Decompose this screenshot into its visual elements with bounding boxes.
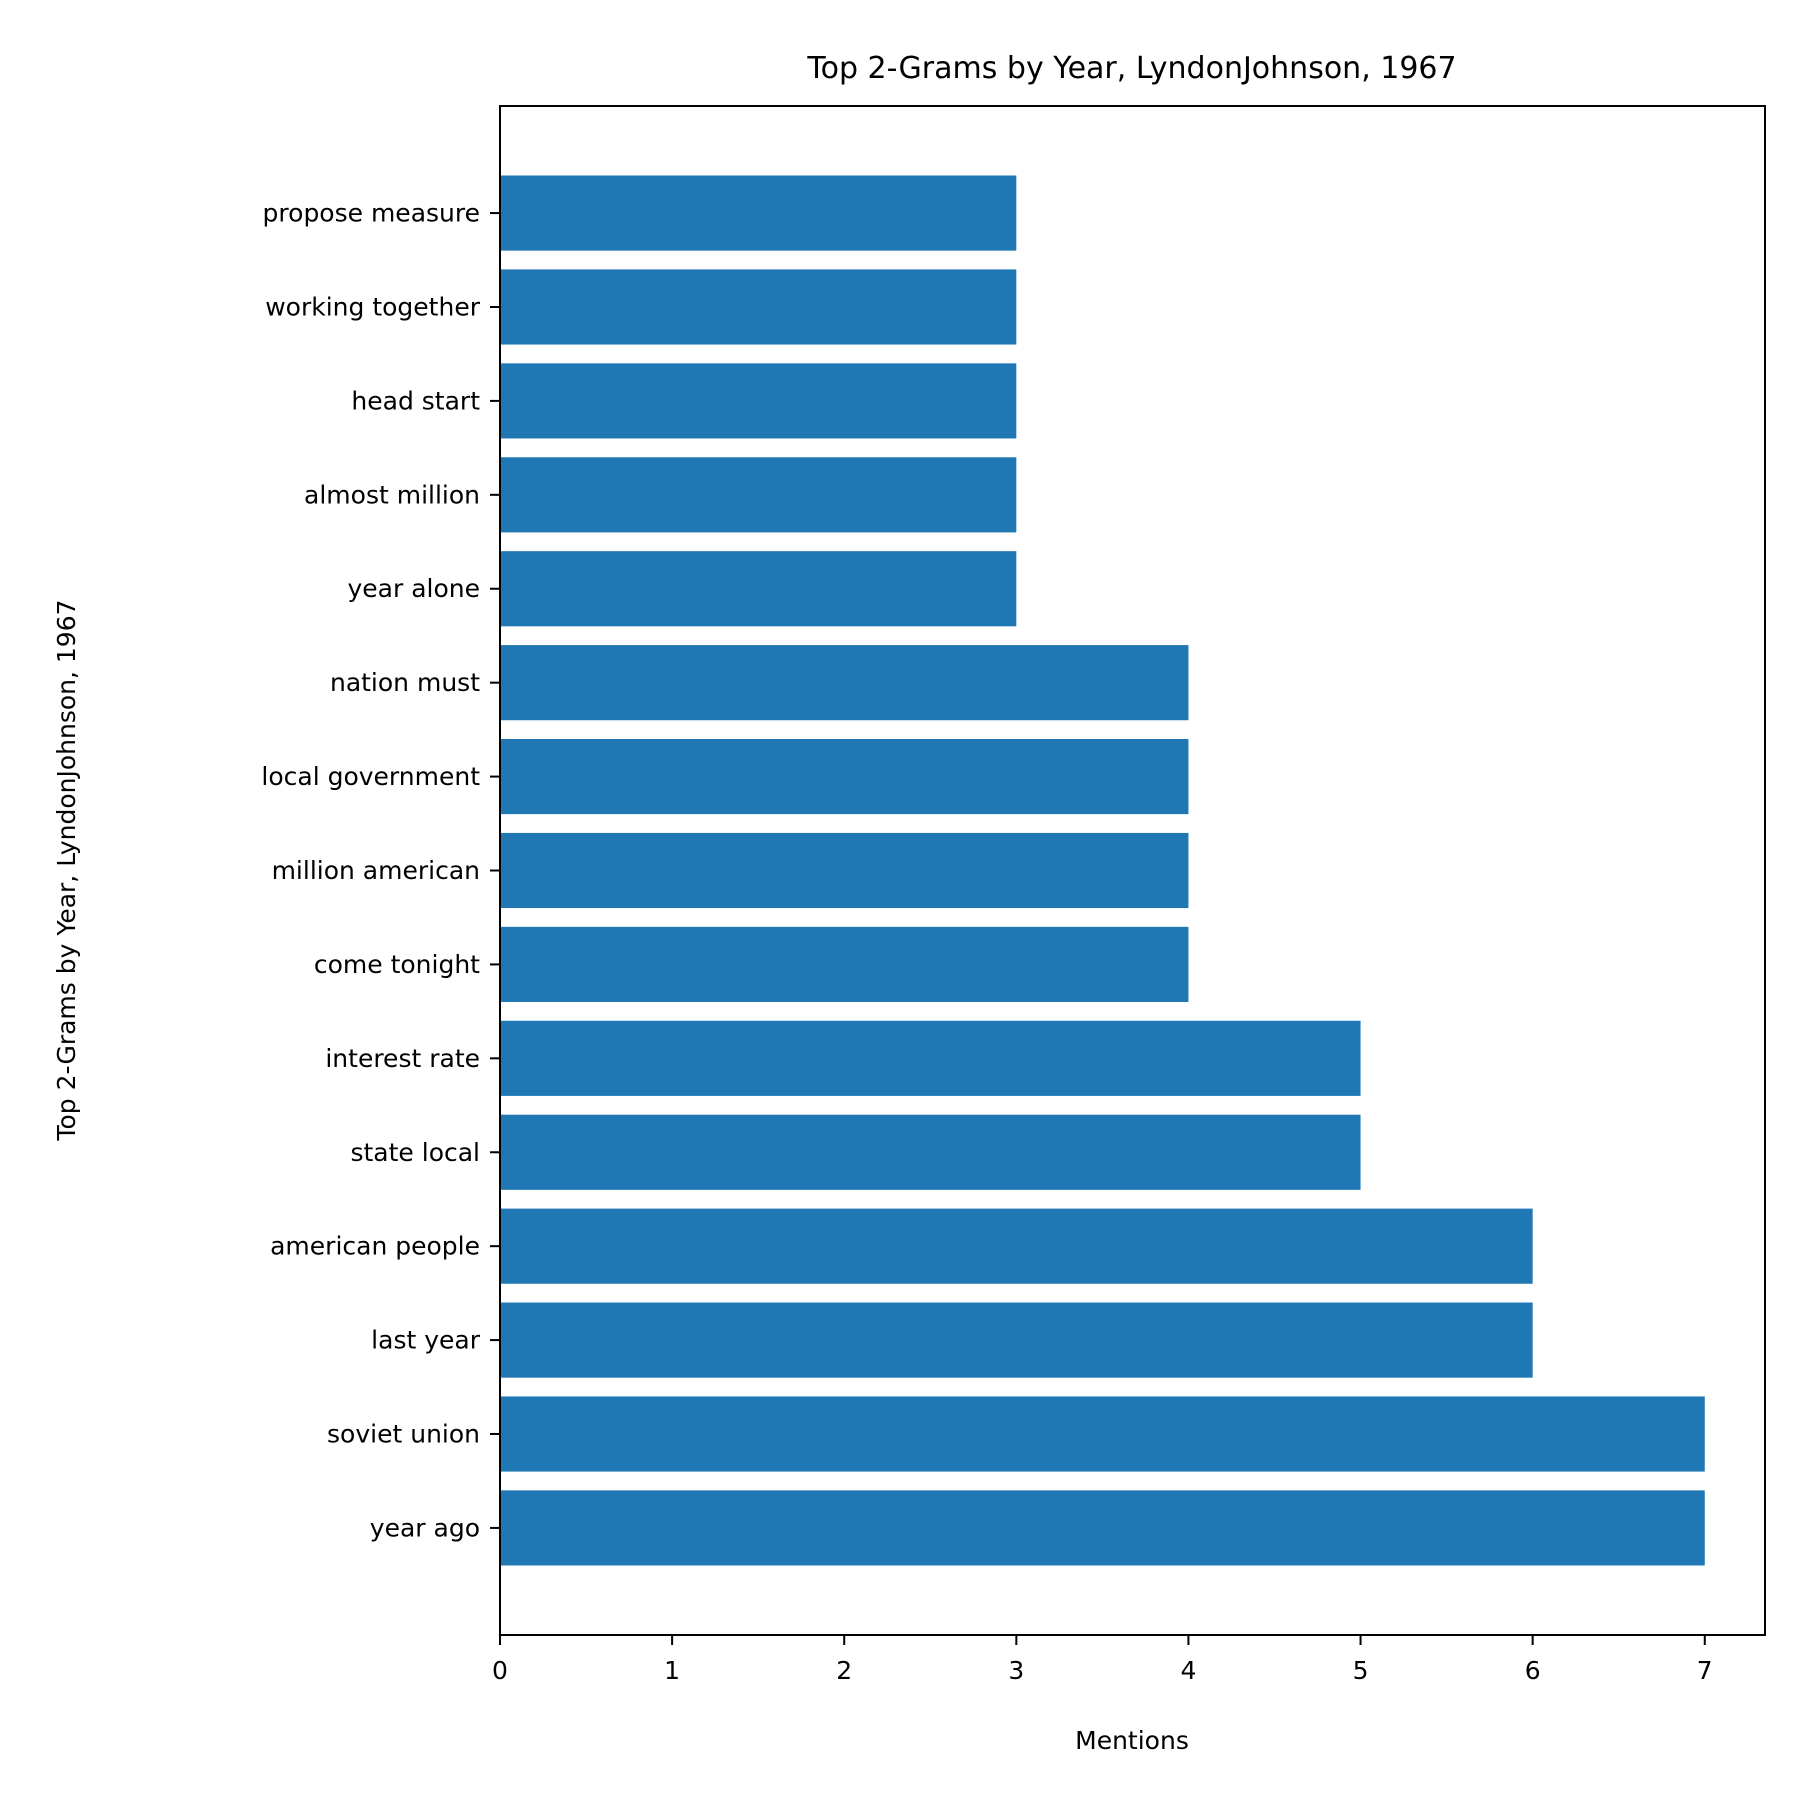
- bar-head-start: [500, 363, 1017, 439]
- bar-american-people: [500, 1208, 1533, 1284]
- bar-state-local: [500, 1114, 1361, 1190]
- y-axis: year ago soviet union last year american pe…: [261, 199, 500, 1542]
- y-tick-label: working together: [265, 292, 480, 321]
- y-tick-label: nation must: [330, 668, 480, 697]
- y-tick-label: head start: [351, 386, 480, 415]
- y-axis-label: Top 2-Grams by Year, LyndonJohnson, 1967: [52, 599, 81, 1141]
- x-tick-label: 0: [492, 1656, 508, 1685]
- bar-year-ago: [500, 1490, 1705, 1566]
- chart-title: Top 2-Grams by Year, LyndonJohnson, 1967: [806, 51, 1456, 86]
- y-tick-label: interest rate: [325, 1044, 480, 1073]
- x-tick-label: 2: [836, 1656, 852, 1685]
- x-tick-label: 7: [1697, 1656, 1713, 1685]
- x-axis-label: Mentions: [1075, 1726, 1189, 1755]
- bar-local-government: [500, 739, 1189, 815]
- bar-propose-measure: [500, 175, 1017, 251]
- bar-nation-must: [500, 645, 1189, 721]
- x-tick-label: 4: [1180, 1656, 1196, 1685]
- y-tick-label: almost million: [304, 480, 480, 509]
- x-tick-label: 3: [1008, 1656, 1024, 1685]
- x-tick-label: 1: [664, 1656, 680, 1685]
- bar-interest-rate: [500, 1020, 1361, 1096]
- y-tick-label: american people: [270, 1232, 480, 1261]
- bar-come-tonight: [500, 926, 1189, 1002]
- y-tick-label: million american: [272, 856, 480, 885]
- bar-last-year: [500, 1302, 1533, 1378]
- x-tick-label: 5: [1353, 1656, 1369, 1685]
- y-tick-label: year ago: [370, 1513, 480, 1542]
- bar-soviet-union: [500, 1396, 1705, 1472]
- bar-working-together: [500, 269, 1017, 345]
- y-tick-label: propose measure: [263, 199, 480, 228]
- bar-million-american: [500, 832, 1189, 909]
- y-tick-label: last year: [371, 1326, 481, 1355]
- x-axis: 0 1 2 3 4 5 6 7: [492, 1635, 1713, 1685]
- x-tick-label: 6: [1525, 1656, 1541, 1685]
- bar-almost-million: [500, 457, 1017, 533]
- bars-group: [500, 175, 1705, 1566]
- y-tick-label: year alone: [347, 574, 480, 603]
- bar-year-alone: [500, 551, 1017, 627]
- y-tick-label: local government: [261, 762, 480, 791]
- y-tick-label: soviet union: [327, 1420, 480, 1449]
- y-tick-label: state local: [350, 1138, 480, 1167]
- y-tick-label: come tonight: [314, 950, 480, 979]
